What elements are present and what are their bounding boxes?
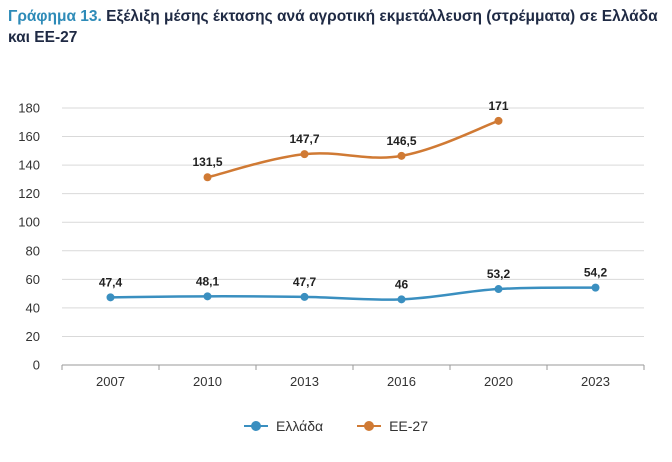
series-line-eu27 [207, 119, 499, 179]
data-label-greece: 47,4 [99, 275, 123, 289]
legend-marker-eu27 [357, 421, 382, 431]
y-tick-label: 80 [26, 243, 40, 258]
data-point-greece [397, 295, 406, 304]
line-chart: 0 20 40 60 80 100 120 140 160 180 2007 2010 2013 2016… [18, 99, 645, 389]
series-line-greece [110, 286, 596, 301]
y-tick-label: 0 [33, 358, 40, 373]
data-point-greece [203, 292, 212, 301]
x-tick-label: 2007 [96, 374, 125, 389]
data-label-greece: 47,7 [293, 275, 317, 289]
legend-item-greece: Ελλάδα [243, 418, 324, 434]
chart-title: Γράφημα 13. Εξέλιξη μέσης έκτασης ανά αγ… [8, 6, 658, 48]
y-tick-label: 100 [18, 215, 40, 230]
data-label-eu27: 131,5 [192, 155, 222, 169]
data-label-greece: 53,2 [487, 267, 511, 281]
x-tick-label: 2020 [484, 374, 513, 389]
data-point-eu27 [203, 173, 212, 182]
chart-title-text: Εξέλιξη μέσης έκτασης ανά αγροτική εκμετ… [8, 8, 658, 46]
data-point-eu27 [494, 116, 503, 125]
x-tick-label: 2013 [290, 374, 319, 389]
data-label-eu27: 171 [488, 99, 508, 113]
data-point-greece [300, 292, 309, 301]
data-label-greece: 54,2 [584, 266, 608, 280]
chart-title-number: Γράφημα 13. [8, 8, 102, 25]
legend: Ελλάδα ΕΕ-27 [0, 418, 672, 434]
data-point-eu27 [397, 151, 406, 160]
data-label-eu27: 147,7 [289, 132, 319, 146]
legend-label-eu27: ΕΕ-27 [389, 418, 429, 434]
y-tick-label: 180 [18, 101, 40, 116]
legend-item-eu27: ΕΕ-27 [357, 418, 428, 434]
legend-marker-greece [243, 421, 268, 431]
data-point-greece [591, 283, 600, 292]
y-tick-label: 160 [18, 129, 40, 144]
y-tick-label: 120 [18, 186, 40, 201]
data-point-greece [494, 285, 503, 294]
y-tick-label: 20 [26, 329, 40, 344]
y-tick-label: 60 [26, 272, 40, 287]
y-tick-label: 40 [26, 300, 40, 315]
x-tick-label: 2023 [581, 374, 610, 389]
legend-label-greece: Ελλάδα [275, 418, 324, 434]
data-label-greece: 46 [395, 277, 409, 291]
x-tick-label: 2016 [387, 374, 416, 389]
x-tick-label: 2010 [193, 374, 222, 389]
data-label-greece: 48,1 [196, 274, 220, 288]
data-point-eu27 [300, 150, 309, 159]
data-point-greece [106, 293, 115, 302]
y-tick-label: 140 [18, 158, 40, 173]
data-label-eu27: 146,5 [386, 134, 416, 148]
